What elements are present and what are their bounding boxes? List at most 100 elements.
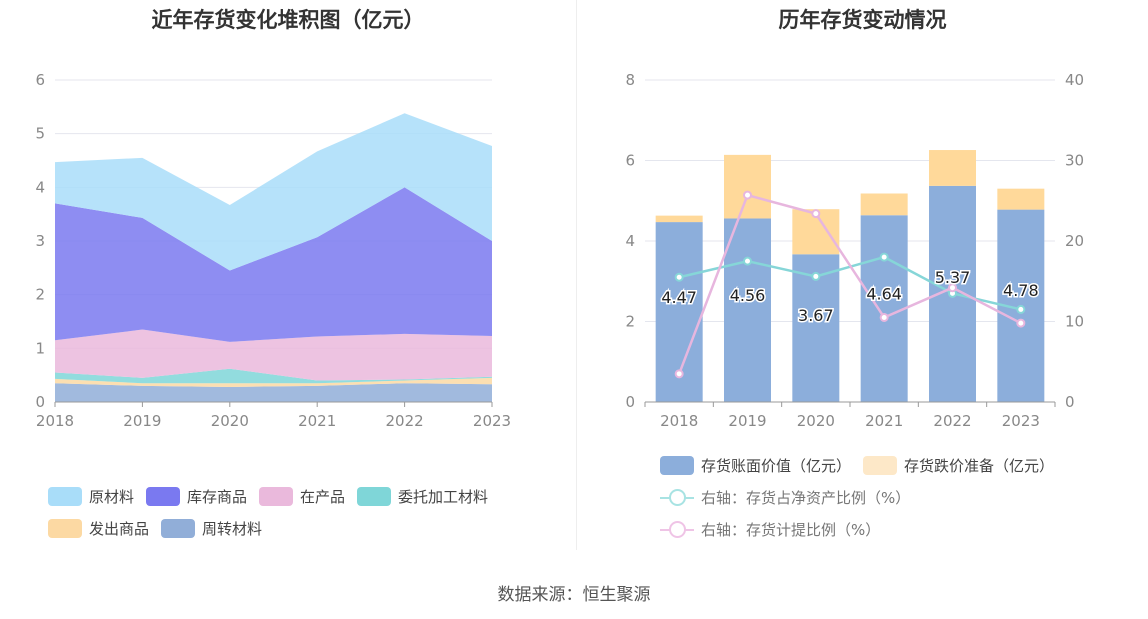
legend-swatch bbox=[161, 518, 196, 538]
right-legend-item[interactable]: 存货账面价值（亿元） bbox=[660, 449, 851, 481]
legend-swatch bbox=[259, 486, 294, 506]
stacked-area-chart: 0 1 2 3 4 5 6 2018 2019 2020 2021 2022 2023 bbox=[35, 71, 511, 430]
area-series-4 bbox=[55, 187, 492, 342]
bar-0 bbox=[724, 218, 771, 402]
bar-line-combo-chart: 0 2 4 6 8 0 10 20 30 40 2018 2019 2020 2021 2022 2023 4.… bbox=[625, 71, 1084, 430]
bar-0 bbox=[860, 215, 908, 402]
left-y-tick-label: 3 bbox=[35, 232, 45, 250]
left-y-tick-label: 1 bbox=[35, 339, 45, 357]
line-point-1 bbox=[674, 369, 684, 379]
right-y2-tick-label: 40 bbox=[1065, 71, 1084, 89]
right-y-tick-label: 4 bbox=[625, 232, 635, 250]
legend-swatch bbox=[660, 455, 694, 475]
right-x-tick-label: 2020 bbox=[797, 412, 835, 430]
left-x-tick-label: 2021 bbox=[298, 412, 336, 430]
left-chart-panel: 近年存货变化堆积图（亿元） 0 1 2 3 4 5 6 2018 2019 2020 2021 202… bbox=[0, 0, 576, 550]
left-legend-item[interactable]: 在产品 bbox=[259, 480, 345, 512]
bar-value-label: 5.37 bbox=[935, 268, 971, 287]
legend-swatch bbox=[660, 488, 694, 507]
left-legend: 原材料 库存商品 在产品 委托加工材料发出商品 周转材料 bbox=[48, 480, 568, 544]
left-x-tick-label: 2022 bbox=[386, 412, 424, 430]
bar-value-label: 4.47 bbox=[661, 288, 697, 307]
left-legend-item[interactable]: 库存商品 bbox=[146, 480, 247, 512]
line-point-0 bbox=[1016, 304, 1026, 314]
left-y-tick-label: 2 bbox=[35, 286, 45, 304]
area-series-5 bbox=[55, 113, 492, 271]
right-legend-item[interactable]: 右轴：存货计提比例（%） bbox=[660, 513, 1118, 545]
left-chart-title: 近年存货变化堆积图（亿元） bbox=[151, 8, 425, 32]
bar-value-label: 4.56 bbox=[730, 286, 766, 305]
area-series-1 bbox=[55, 377, 492, 387]
right-y2-tick-label: 20 bbox=[1065, 232, 1084, 250]
left-x-tick-label: 2023 bbox=[473, 412, 511, 430]
legend-swatch bbox=[863, 455, 898, 475]
right-chart-panel: 历年存货变动情况 0 2 4 6 8 0 10 20 30 40 2018 2019 2020 2021 2… bbox=[577, 0, 1148, 550]
area-series-2 bbox=[55, 368, 492, 384]
right-x-tick-label: 2021 bbox=[865, 412, 903, 430]
data-source-note: 数据来源：恒生聚源 bbox=[497, 585, 651, 605]
left-legend-item[interactable]: 原材料 bbox=[48, 480, 134, 512]
left-y-tick-label: 6 bbox=[35, 71, 45, 89]
right-y2-tick-label: 10 bbox=[1065, 313, 1084, 331]
right-y2-tick-label: 0 bbox=[1065, 393, 1075, 411]
legend-label: 在产品 bbox=[300, 487, 346, 506]
legend-label: 原材料 bbox=[89, 487, 135, 506]
right-x-tick-label: 2018 bbox=[660, 412, 698, 430]
line-point-1 bbox=[879, 312, 889, 322]
legend-label: 右轴：存货占净资产比例（%） bbox=[701, 488, 911, 507]
legend-label: 委托加工材料 bbox=[398, 487, 489, 506]
bar-value-label: 4.64 bbox=[866, 284, 902, 303]
legend-swatch bbox=[48, 518, 82, 538]
panel-divider bbox=[576, 0, 577, 550]
bar-1 bbox=[655, 215, 703, 223]
line-point-0 bbox=[879, 252, 889, 262]
legend-swatch bbox=[48, 486, 82, 506]
bar-value-label: 4.78 bbox=[1003, 281, 1039, 300]
right-y2-tick-label: 30 bbox=[1065, 152, 1084, 170]
left-y-tick-label: 0 bbox=[35, 393, 45, 411]
right-legend-item[interactable]: 存货跌价准备（亿元） bbox=[863, 449, 1054, 481]
bar-1 bbox=[929, 150, 976, 186]
left-x-tick-label: 2018 bbox=[36, 412, 74, 430]
right-y-tick-label: 2 bbox=[625, 313, 635, 331]
line-series-1 bbox=[677, 193, 1022, 375]
area-series-0 bbox=[55, 383, 492, 402]
line-point-1 bbox=[1016, 318, 1026, 328]
left-x-tick-label: 2020 bbox=[211, 412, 249, 430]
right-y-tick-label: 0 bbox=[625, 393, 635, 411]
right-y-tick-label: 8 bbox=[625, 71, 635, 89]
left-y-tick-label: 4 bbox=[35, 178, 45, 196]
bar-1 bbox=[724, 154, 771, 219]
line-point-1 bbox=[743, 190, 752, 200]
legend-swatch bbox=[357, 486, 392, 506]
right-x-tick-label: 2022 bbox=[933, 412, 971, 430]
left-legend-item[interactable]: 发出商品 bbox=[48, 512, 149, 544]
legend-label: 发出商品 bbox=[89, 519, 150, 538]
line-point-0 bbox=[743, 256, 752, 266]
line-point-0 bbox=[674, 272, 684, 282]
legend-swatch bbox=[660, 520, 694, 539]
left-legend-item[interactable]: 委托加工材料 bbox=[357, 480, 488, 512]
left-legend-item[interactable]: 周转材料 bbox=[161, 512, 262, 544]
area-series-3 bbox=[55, 329, 492, 381]
legend-swatch bbox=[146, 486, 181, 506]
legend-label: 周转材料 bbox=[202, 519, 263, 538]
right-chart-title: 历年存货变动情况 bbox=[778, 8, 947, 32]
bar-1 bbox=[860, 193, 908, 216]
line-point-1 bbox=[811, 209, 821, 219]
right-x-tick-label: 2019 bbox=[728, 412, 766, 430]
left-y-tick-label: 5 bbox=[35, 125, 45, 143]
right-x-tick-label: 2023 bbox=[1002, 412, 1040, 430]
legend-label: 存货账面价值（亿元） bbox=[701, 456, 852, 475]
bar-1 bbox=[997, 188, 1045, 210]
right-legend: 存货账面价值（亿元） 存货跌价准备（亿元） 右轴：存货占净资产比例（%） 右轴：存货计… bbox=[660, 449, 1130, 545]
right-legend-item[interactable]: 右轴：存货占净资产比例（%） bbox=[660, 481, 1118, 513]
line-point-0 bbox=[811, 271, 821, 281]
left-x-tick-label: 2019 bbox=[123, 412, 161, 430]
line-point-1 bbox=[948, 283, 957, 293]
legend-label: 库存商品 bbox=[187, 487, 248, 506]
legend-label: 右轴：存货计提比例（%） bbox=[701, 520, 881, 539]
right-y-tick-label: 6 bbox=[625, 152, 635, 170]
legend-label: 存货跌价准备（亿元） bbox=[904, 456, 1055, 475]
bar-value-label: 3.67 bbox=[798, 306, 834, 325]
